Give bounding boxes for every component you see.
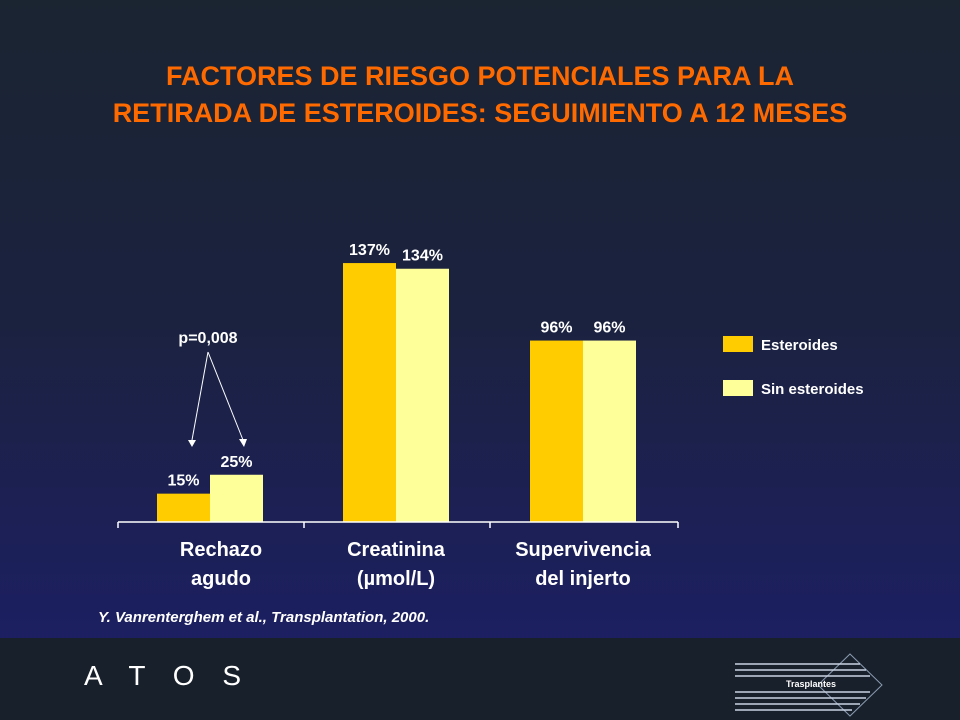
category-label: Creatinina: [347, 539, 446, 561]
citation: Y. Vanrenterghem et al., Transplantation…: [98, 609, 430, 626]
bar-esteroides-1: [343, 263, 396, 522]
footer: A T O S Trasplantes: [0, 638, 960, 720]
title-line-2: RETIRADA DE ESTEROIDES: SEGUIMIENTO A 12…: [112, 98, 848, 128]
bar-esteroides-0: [157, 493, 210, 522]
legend-label: Sin esteroides: [761, 381, 864, 398]
arrowhead-left: [188, 440, 196, 447]
title-line-1: FACTORES DE RIESGO POTENCIALES PARA LA: [165, 61, 795, 91]
value-label: 96%: [593, 320, 625, 337]
bar-chart: 15% 25% Rechazo agudo 137% 134% Creatinina (µmo…: [157, 242, 864, 590]
trasplantes-logo: Trasplantes: [735, 653, 883, 717]
arrowhead-right: [239, 439, 247, 447]
bar-sin-esteroides-0: [210, 474, 263, 522]
value-label: 137%: [349, 242, 390, 259]
category-label: (µmol/L): [357, 568, 435, 590]
arrow-right: [207, 351, 244, 441]
slide-title: FACTORES DE RIESGO POTENCIALES PARA LA R…: [0, 58, 960, 132]
category-label: Rechazo: [180, 539, 262, 561]
arrow-left: [191, 351, 209, 441]
category-label: agudo: [191, 568, 251, 590]
value-label: 96%: [540, 320, 572, 337]
legend-swatch: [723, 336, 753, 352]
brand-name: A T O S: [84, 660, 252, 691]
value-label: 25%: [220, 454, 252, 471]
value-label: 15%: [167, 473, 199, 490]
bar-sin-esteroides-2: [583, 340, 636, 522]
legend-label: Esteroides: [761, 337, 838, 354]
bar-esteroides-2: [530, 340, 583, 522]
category-label: del injerto: [535, 568, 631, 590]
category-label: Supervivencia: [515, 539, 652, 561]
bar-sin-esteroides-1: [396, 268, 449, 522]
legend-swatch: [723, 380, 753, 396]
logo-text: Trasplantes: [786, 679, 836, 689]
p-value-annotation: p=0,008: [178, 330, 237, 347]
value-label: 134%: [402, 248, 443, 265]
